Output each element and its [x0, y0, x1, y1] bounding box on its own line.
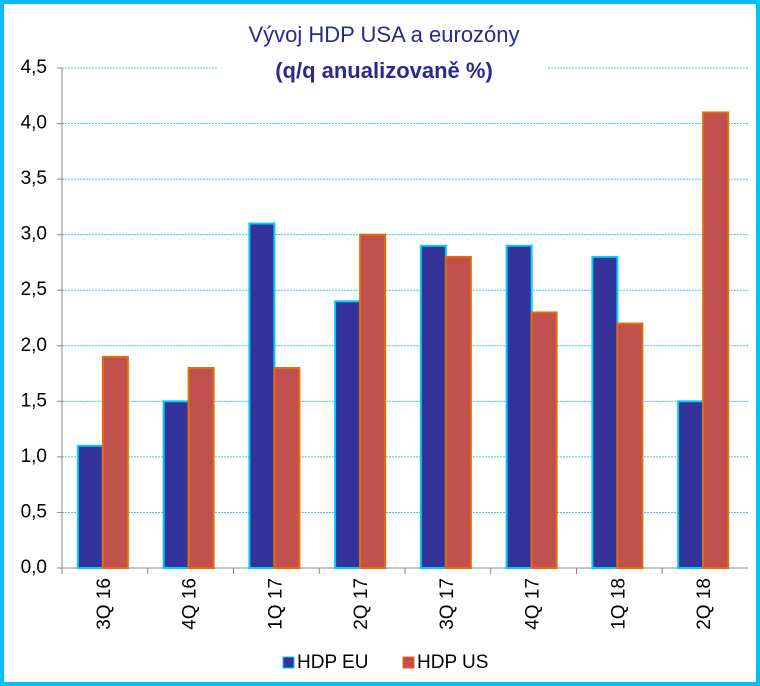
- bar: [359, 233, 387, 570]
- bar: [616, 322, 644, 569]
- y-tick-label: 4,0: [21, 113, 47, 134]
- bar: [248, 222, 276, 570]
- bar: [702, 111, 730, 569]
- y-tick-label: 0,5: [21, 501, 47, 522]
- x-tick-label: 1Q 17: [265, 578, 286, 630]
- bar: [419, 244, 447, 569]
- y-tick-label: 1,5: [21, 390, 47, 411]
- bar: [530, 311, 558, 570]
- bar: [187, 367, 215, 569]
- x-tick-label: 2Q 17: [351, 578, 372, 630]
- bar: [101, 355, 129, 569]
- x-tick-label: 3Q 16: [94, 578, 115, 630]
- y-tick-label: 1,0: [21, 446, 47, 467]
- bar: [273, 367, 301, 569]
- chart-subtitle: (q/q anualizovaně %): [275, 58, 493, 83]
- y-tick-label: 0,0: [21, 557, 47, 578]
- bar: [591, 255, 619, 569]
- legend-swatch: [402, 656, 415, 669]
- chart-title: Vývoj HDP USA a eurozóny: [248, 22, 519, 47]
- bar: [444, 255, 472, 569]
- bar: [162, 400, 190, 570]
- bar: [76, 444, 104, 569]
- y-tick-label: 2,0: [21, 335, 47, 356]
- title-box: [218, 14, 548, 94]
- y-tick-label: 3,0: [21, 224, 47, 245]
- legend-label: HDP US: [417, 652, 488, 673]
- x-tick-label: 2Q 18: [694, 578, 715, 630]
- bar: [334, 300, 362, 569]
- x-tick-label: 1Q 18: [608, 578, 629, 630]
- bar: [677, 400, 705, 570]
- y-tick-label: 2,5: [21, 279, 47, 300]
- x-tick-label: 4Q 16: [180, 578, 201, 630]
- y-tick-label: 4,5: [21, 57, 47, 78]
- x-tick-label: 3Q 17: [437, 578, 458, 630]
- legend-label: HDP EU: [297, 652, 368, 673]
- bar: [505, 244, 533, 569]
- x-tick-label: 4Q 17: [523, 578, 544, 630]
- legend-swatch: [282, 656, 295, 669]
- y-tick-label: 3,5: [21, 168, 47, 189]
